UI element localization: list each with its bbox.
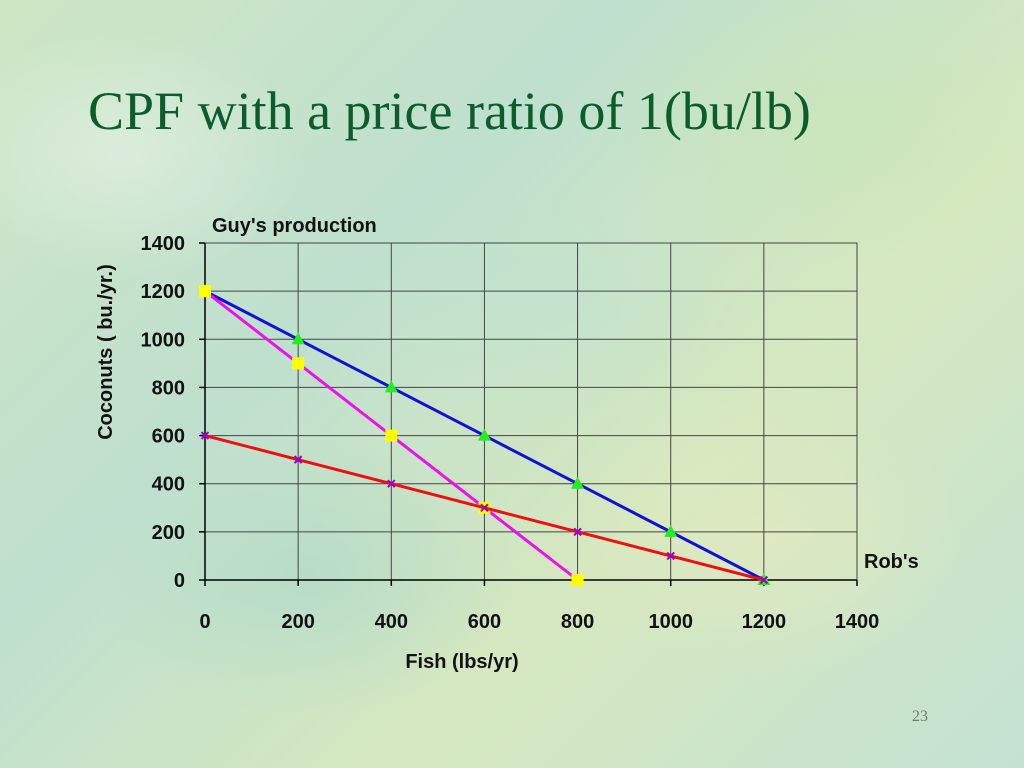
data-point-square	[385, 429, 398, 442]
data-point-triangle	[571, 476, 585, 489]
data-point-x-stroke	[200, 431, 210, 440]
x-tick-label: 1000	[648, 611, 693, 633]
data-point-x	[480, 503, 489, 512]
data-point-x-stroke	[759, 575, 769, 585]
y-tick-label: 1200	[141, 281, 186, 303]
data-point-square	[199, 285, 211, 298]
chart-ticks: 0 200 400 600 800 1000 1200 1400 0 200 400 600 800 10…	[141, 233, 880, 633]
y-tick-label: 200	[152, 522, 185, 544]
data-point-triangle	[384, 380, 398, 393]
y-tick-label: 600	[152, 426, 185, 448]
x-axis-label: Fish (lbs/yr)	[405, 651, 518, 673]
chart-axes	[204, 243, 857, 581]
data-point-x	[666, 551, 675, 561]
data-point-x-stroke	[480, 503, 489, 512]
data-point-square	[571, 574, 584, 586]
data-point-triangle	[664, 524, 678, 537]
data-point-x	[759, 575, 769, 585]
annotation-robs: Rob's	[864, 551, 919, 573]
data-point-x	[293, 455, 303, 464]
data-point-x-stroke	[666, 551, 675, 561]
slide-title: CPF with a price ratio of 1(bu/lb)	[88, 81, 811, 141]
x-tick-label: 1200	[742, 611, 787, 633]
series-2	[200, 431, 769, 585]
y-axis-label: Coconuts ( bu./yr.)	[95, 264, 117, 440]
data-point-triangle	[291, 332, 305, 345]
data-point-x-stroke	[293, 455, 303, 464]
x-tick-label: 1400	[835, 611, 880, 633]
y-tick-label: 1400	[141, 233, 186, 255]
y-tick-label: 800	[152, 377, 185, 399]
data-point-triangle	[477, 428, 491, 441]
y-tick-label: 400	[152, 474, 185, 496]
slide-number: 23	[912, 708, 928, 725]
y-tick-label: 0	[174, 570, 185, 592]
x-tick-label: 0	[199, 611, 210, 633]
data-point-x-stroke	[573, 527, 582, 537]
chart-grid	[204, 242, 858, 581]
data-point-square	[292, 357, 305, 370]
x-tick-label: 400	[375, 611, 408, 633]
x-tick-label: 600	[468, 611, 501, 633]
x-tick-label: 800	[561, 611, 594, 633]
chart-series	[198, 284, 771, 586]
annotation-guys-production: Guy's production	[212, 215, 377, 237]
data-point-x	[387, 479, 396, 488]
data-point-x	[200, 431, 210, 440]
plot-border	[204, 242, 858, 581]
data-point-x	[573, 527, 582, 537]
x-tick-label: 200	[281, 611, 314, 633]
data-point-x-stroke	[387, 479, 396, 488]
y-tick-label: 1000	[141, 329, 186, 351]
